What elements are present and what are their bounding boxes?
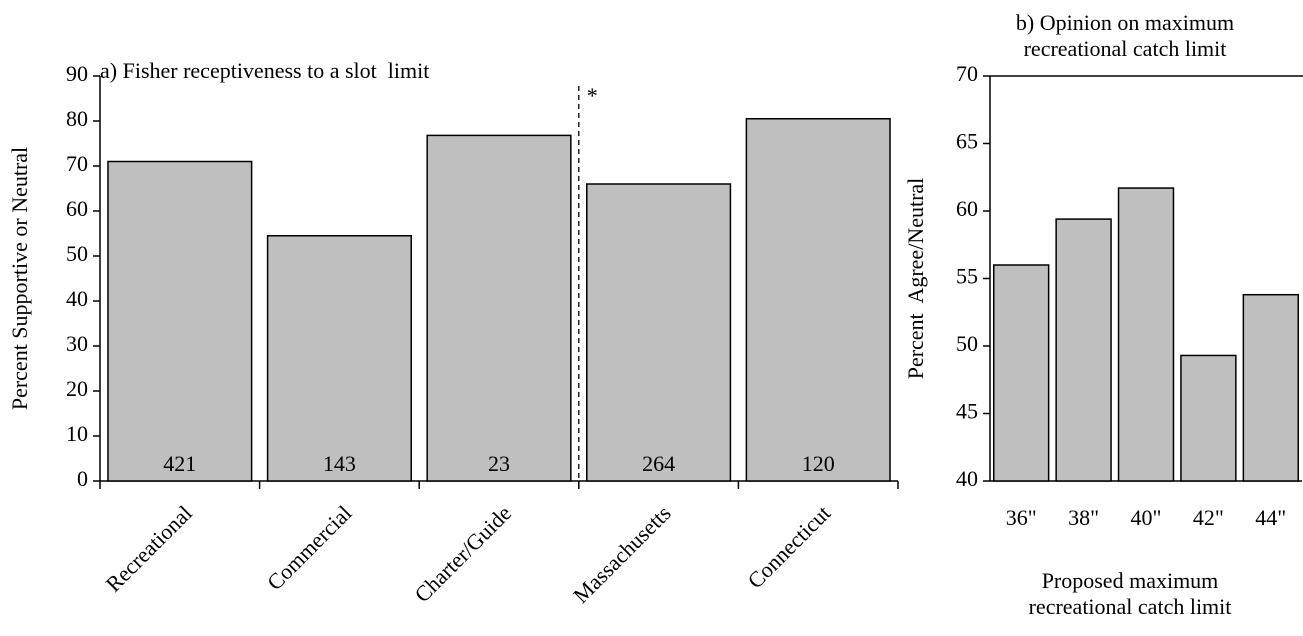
y-tick-label: 45: [956, 399, 978, 424]
sample-size: 143: [323, 451, 356, 476]
y-tick-label: 10: [66, 421, 88, 446]
x-tick-label: 38": [1068, 505, 1099, 530]
bar: [1180, 354, 1237, 482]
sample-size: 264: [642, 451, 675, 476]
bar: [266, 235, 412, 482]
bar: [992, 264, 1050, 482]
bar: [426, 134, 572, 482]
bar: [745, 118, 891, 482]
y-tick-label: 0: [77, 466, 88, 491]
chart-title: b) Opinion on maximum recreational catch…: [1015, 10, 1235, 61]
x-tick-label: Connecticut: [742, 500, 835, 593]
x-tick-label: 40": [1131, 505, 1162, 530]
x-tick-label: 36": [1006, 505, 1037, 530]
x-tick-label: 42": [1193, 505, 1224, 530]
x-tick-label: Commercial: [262, 500, 357, 595]
x-tick-label: Massachusetts: [568, 500, 676, 608]
x-tick-label: Charter/Guide: [409, 500, 516, 607]
y-tick-label: 90: [66, 61, 88, 86]
bar: [107, 160, 253, 482]
y-tick-label: 65: [956, 129, 978, 154]
y-tick-label: 60: [956, 196, 978, 221]
y-tick-label: 40: [956, 466, 978, 491]
y-tick-label: 70: [956, 61, 978, 86]
y-tick-label: 40: [66, 286, 88, 311]
x-tick-label: 44": [1255, 505, 1286, 530]
x-axis-label: Proposed maximum recreational catch limi…: [1028, 568, 1232, 619]
bar: [586, 183, 732, 482]
y-axis-label: Percent Supportive or Neutral: [7, 147, 32, 410]
y-tick-label: 55: [956, 264, 978, 289]
y-tick-label: 20: [66, 376, 88, 401]
y-axis-label: Percent Agree/Neutral: [903, 178, 928, 380]
x-tick-label: Recreational: [101, 500, 197, 596]
bar: [1242, 293, 1300, 482]
y-tick-label: 70: [66, 151, 88, 176]
sample-size: 23: [488, 451, 510, 476]
chart-title: a) Fisher receptiveness to a slot limit: [100, 58, 430, 83]
sample-size: 421: [163, 451, 196, 476]
bar: [1117, 187, 1175, 482]
bar: [1055, 218, 1112, 482]
y-tick-label: 50: [956, 331, 978, 356]
sample-size: 120: [802, 451, 835, 476]
y-tick-label: 80: [66, 106, 88, 131]
y-tick-label: 60: [66, 196, 88, 221]
y-tick-label: 50: [66, 241, 88, 266]
y-tick-label: 30: [66, 331, 88, 356]
annotation: *: [587, 83, 598, 108]
